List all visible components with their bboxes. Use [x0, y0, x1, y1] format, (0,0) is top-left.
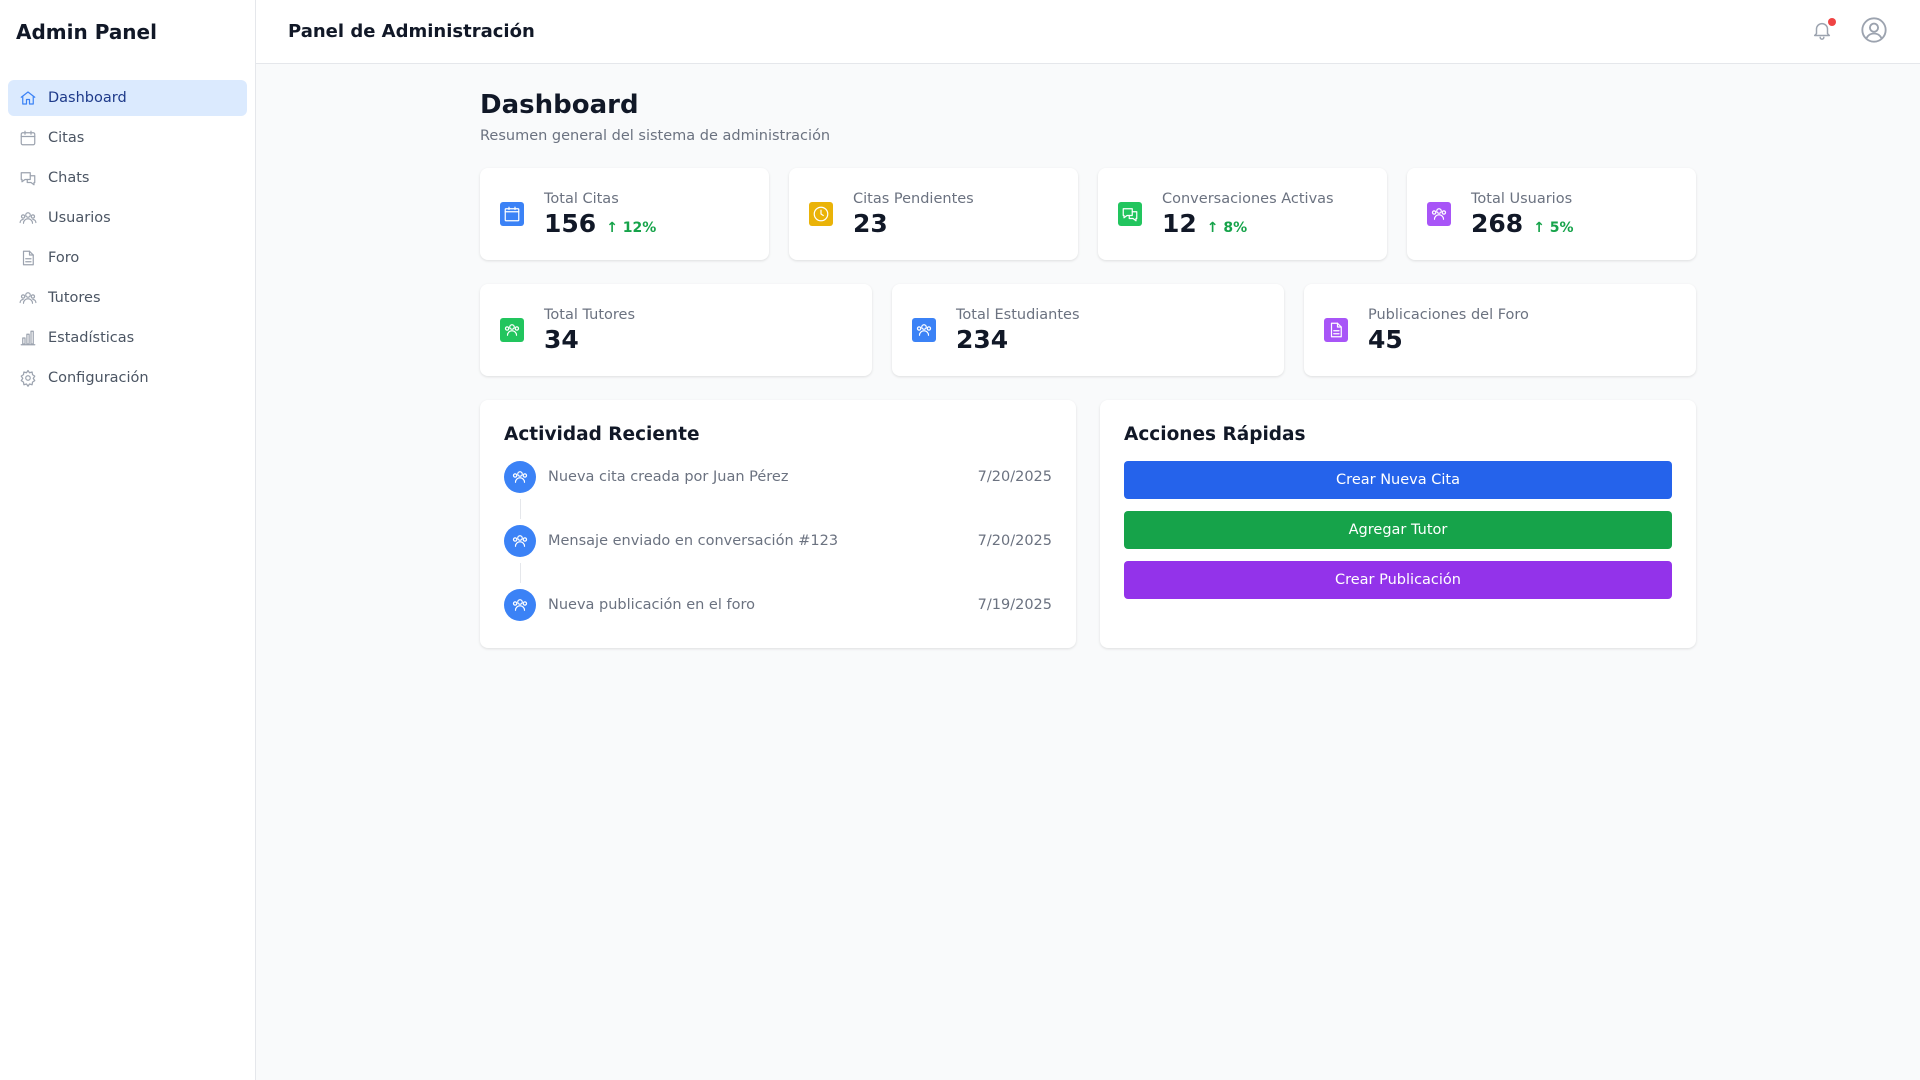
- users-icon: [18, 288, 38, 308]
- users-icon: [1427, 202, 1451, 226]
- sidebar-item-citas[interactable]: Citas: [8, 120, 247, 156]
- stat-card-conversaciones-activas: Conversaciones Activas 12 ↑ 8%: [1098, 168, 1387, 260]
- clock-icon: [809, 202, 833, 226]
- users-icon: [18, 208, 38, 228]
- bottom-row: Actividad Reciente Nueva cita creada por…: [480, 400, 1696, 648]
- stat-label: Publicaciones del Foro: [1368, 306, 1529, 323]
- users-icon: [504, 589, 536, 621]
- document-icon: [1324, 318, 1348, 342]
- users-icon: [912, 318, 936, 342]
- users-icon: [504, 525, 536, 557]
- sidebar-item-label: Dashboard: [48, 90, 127, 106]
- stat-value: 268: [1471, 208, 1524, 238]
- page-title: Dashboard: [480, 90, 639, 120]
- stat-label: Total Tutores: [544, 306, 635, 323]
- users-icon: [504, 461, 536, 493]
- sidebar-item-label: Chats: [48, 170, 90, 186]
- stat-card-total-estudiantes: Total Estudiantes 234: [892, 284, 1284, 376]
- header-title: Panel de Administración: [288, 21, 535, 42]
- timeline-connector: [520, 499, 521, 519]
- stat-value: 156: [544, 208, 597, 238]
- bar-chart-icon: [18, 328, 38, 348]
- panel-title: Acciones Rápidas: [1124, 424, 1306, 445]
- panel-title: Actividad Reciente: [504, 424, 700, 445]
- stat-change: ↑ 12%: [606, 219, 657, 236]
- calendar-icon: [500, 202, 524, 226]
- stat-value: 45: [1368, 324, 1403, 354]
- stat-value: 34: [544, 324, 579, 354]
- recent-activity-panel: Actividad Reciente Nueva cita creada por…: [480, 400, 1076, 648]
- sidebar-item-configuracion[interactable]: Configuración: [8, 360, 247, 396]
- stat-value: 23: [853, 208, 888, 238]
- activity-date: 7/20/2025: [977, 533, 1052, 549]
- sidebar-item-dashboard[interactable]: Dashboard: [8, 80, 247, 116]
- sidebar-item-estadisticas[interactable]: Estadísticas: [8, 320, 247, 356]
- profile-button[interactable]: [1858, 16, 1890, 48]
- activity-item: Nueva publicación en el foro 7/19/2025: [504, 589, 1052, 621]
- header-actions: [1806, 16, 1890, 48]
- activity-text: Nueva publicación en el foro: [548, 597, 755, 613]
- user-circle-icon: [1860, 16, 1888, 48]
- users-icon: [500, 318, 524, 342]
- bell-icon: [1811, 19, 1833, 45]
- stat-change: ↑ 5%: [1533, 219, 1574, 236]
- quick-actions-panel: Acciones Rápidas Crear Nueva Cita Agrega…: [1100, 400, 1696, 648]
- sidebar-nav: Dashboard Citas Chats Usuarios Foro: [0, 64, 255, 396]
- stat-label: Total Usuarios: [1471, 190, 1573, 207]
- stats-row-primary: Total Citas 156 ↑ 12% Citas Pendientes 2…: [480, 168, 1696, 260]
- activity-item: Nueva cita creada por Juan Pérez 7/20/20…: [504, 461, 1052, 525]
- activity-date: 7/20/2025: [977, 469, 1052, 485]
- stat-value: 234: [956, 324, 1009, 354]
- stats-row-secondary: Total Tutores 34 Total Estudiantes 234: [480, 284, 1696, 376]
- stat-card-publicaciones-foro: Publicaciones del Foro 45: [1304, 284, 1696, 376]
- stat-label: Citas Pendientes: [853, 190, 974, 207]
- sidebar-item-label: Usuarios: [48, 210, 111, 226]
- sidebar-item-label: Tutores: [48, 290, 101, 306]
- activity-text: Mensaje enviado en conversación #123: [548, 533, 839, 549]
- top-header: Panel de Administración: [256, 0, 1920, 64]
- add-tutor-button[interactable]: Agregar Tutor: [1124, 511, 1672, 549]
- create-post-button[interactable]: Crear Publicación: [1124, 561, 1672, 599]
- sidebar-item-usuarios[interactable]: Usuarios: [8, 200, 247, 236]
- stat-label: Total Estudiantes: [956, 306, 1080, 323]
- stat-card-total-citas: Total Citas 156 ↑ 12%: [480, 168, 769, 260]
- sidebar-item-tutores[interactable]: Tutores: [8, 280, 247, 316]
- timeline-connector: [520, 563, 521, 583]
- gear-icon: [18, 368, 38, 388]
- stat-card-citas-pendientes: Citas Pendientes 23: [789, 168, 1078, 260]
- stat-card-total-tutores: Total Tutores 34: [480, 284, 872, 376]
- create-appointment-button[interactable]: Crear Nueva Cita: [1124, 461, 1672, 499]
- stat-change: ↑ 8%: [1206, 219, 1248, 236]
- notification-badge: [1828, 18, 1836, 26]
- activity-item: Mensaje enviado en conversación #123 7/2…: [504, 525, 1052, 589]
- document-icon: [18, 248, 38, 268]
- sidebar-item-label: Citas: [48, 130, 85, 146]
- activity-list: Nueva cita creada por Juan Pérez 7/20/20…: [504, 461, 1052, 621]
- chat-icon: [18, 168, 38, 188]
- main-content: Dashboard Resumen general del sistema de…: [480, 64, 1696, 648]
- calendar-icon: [18, 128, 38, 148]
- sidebar: Admin Panel Dashboard Citas Chats Usuari…: [0, 0, 256, 1080]
- stat-card-total-usuarios: Total Usuarios 268 ↑ 5%: [1407, 168, 1696, 260]
- stat-value: 12: [1162, 208, 1197, 238]
- sidebar-item-label: Foro: [48, 250, 80, 266]
- sidebar-item-chats[interactable]: Chats: [8, 160, 247, 196]
- sidebar-item-label: Configuración: [48, 370, 149, 386]
- sidebar-item-label: Estadísticas: [48, 330, 135, 346]
- sidebar-item-foro[interactable]: Foro: [8, 240, 247, 276]
- page-subtitle: Resumen general del sistema de administr…: [480, 128, 831, 144]
- home-icon: [18, 88, 38, 108]
- activity-text: Nueva cita creada por Juan Pérez: [548, 469, 789, 485]
- activity-date: 7/19/2025: [977, 597, 1052, 613]
- stat-label: Conversaciones Activas: [1162, 190, 1334, 207]
- stat-label: Total Citas: [544, 190, 619, 207]
- notifications-button[interactable]: [1806, 16, 1838, 48]
- brand-title: Admin Panel: [16, 20, 157, 44]
- chat-icon: [1118, 202, 1142, 226]
